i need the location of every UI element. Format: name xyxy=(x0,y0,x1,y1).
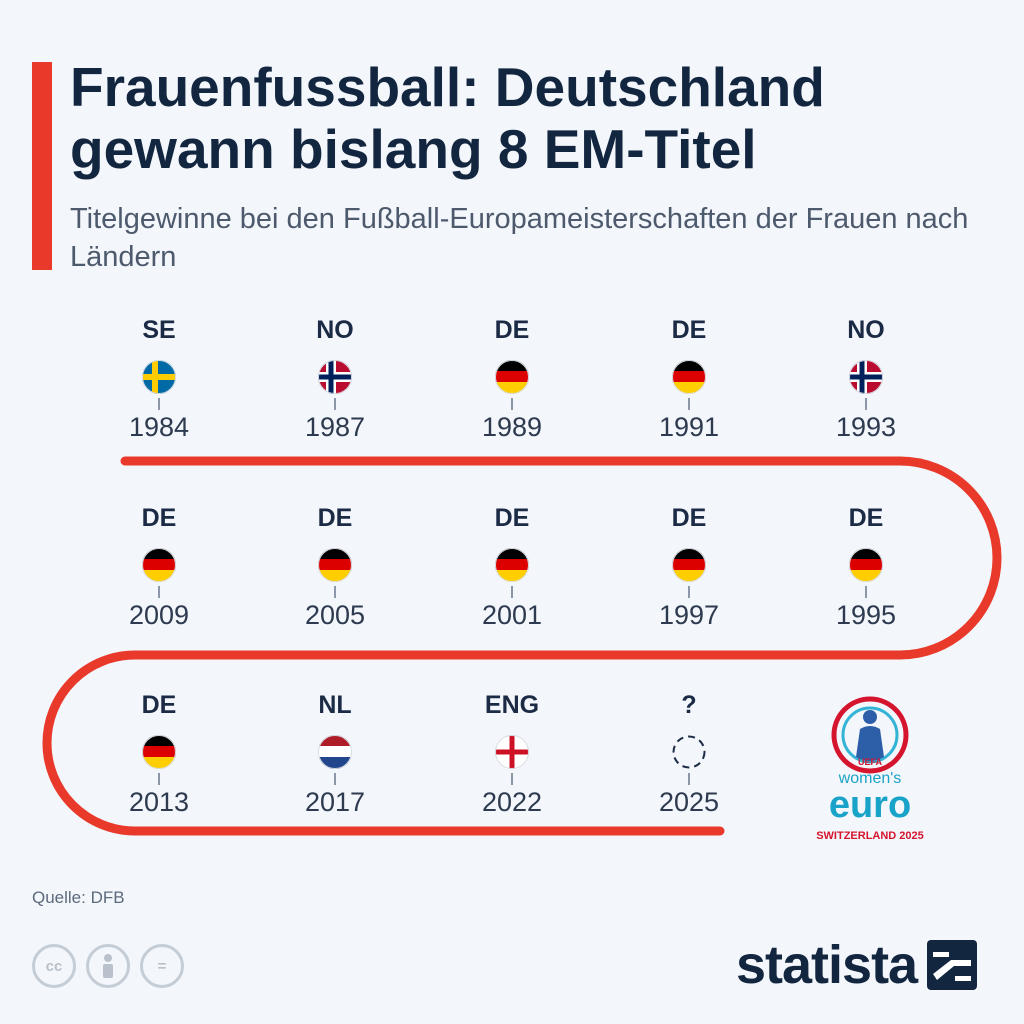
country-code: NO xyxy=(847,316,885,344)
tick-mark xyxy=(511,586,513,598)
tournament-year: 1984 xyxy=(128,412,190,442)
womens-euro-2025-logo: UEFA women's euro SWITZERLAND 2025 xyxy=(816,696,924,842)
germany-flag-icon xyxy=(672,548,706,582)
timeline-item: DE 2013 xyxy=(89,691,229,817)
timeline-item: SE 1984 xyxy=(89,316,229,442)
country-code: DE xyxy=(141,691,177,719)
tick-mark xyxy=(688,586,690,598)
germany-flag-icon xyxy=(849,548,883,582)
germany-flag-icon xyxy=(495,360,529,394)
timeline-item: DE 2009 xyxy=(89,504,229,630)
license-icons: cc = xyxy=(32,944,184,988)
germany-flag-icon xyxy=(318,548,352,582)
timeline-item: DE 1991 xyxy=(619,316,759,442)
unknown-flag-icon xyxy=(672,735,706,769)
tournament-year: 1989 xyxy=(481,412,543,442)
country-code: NO xyxy=(316,316,354,344)
timeline-item: NL 2017 xyxy=(265,691,405,817)
timeline-item: ? 2025 xyxy=(619,691,759,817)
page-subtitle: Titelgewinne bei den Fußball-Europameist… xyxy=(70,203,969,273)
tournament-year: 2022 xyxy=(481,787,543,817)
tournament-year: 2013 xyxy=(128,787,190,817)
source-note: Quelle: DFB xyxy=(32,888,125,907)
tournament-year: 1997 xyxy=(658,600,720,630)
statista-logo-icon xyxy=(927,940,978,990)
tournament-year: 1995 xyxy=(835,600,897,630)
tick-mark xyxy=(334,773,336,785)
tick-mark xyxy=(511,773,513,785)
country-code: DE xyxy=(671,504,707,532)
tournament-year: 2009 xyxy=(128,600,190,630)
brand-wordmark: statista xyxy=(736,935,918,995)
tournament-year: 2017 xyxy=(304,787,366,817)
country-code: DE xyxy=(848,504,884,532)
timeline-item: NO 1993 xyxy=(796,316,936,442)
country-code: ? xyxy=(681,691,697,719)
country-code: SE xyxy=(142,316,176,344)
cc-icon[interactable]: cc xyxy=(32,944,76,988)
germany-flag-icon xyxy=(142,548,176,582)
timeline-item: DE 2005 xyxy=(265,504,405,630)
svg-text:SWITZERLAND 2025: SWITZERLAND 2025 xyxy=(816,830,924,842)
svg-text:women's: women's xyxy=(838,770,902,787)
timeline-item: DE 1989 xyxy=(442,316,582,442)
svg-text:UEFA: UEFA xyxy=(858,757,883,767)
country-code: DE xyxy=(317,504,353,532)
timeline-item: ENG 2022 xyxy=(442,691,582,817)
tournament-year: 1987 xyxy=(304,412,366,442)
tick-mark xyxy=(688,773,690,785)
germany-flag-icon xyxy=(142,735,176,769)
tick-mark xyxy=(865,586,867,598)
tick-mark xyxy=(865,398,867,410)
tournament-year: 2005 xyxy=(304,600,366,630)
svg-text:euro: euro xyxy=(829,784,911,826)
timeline-item: DE 1995 xyxy=(796,504,936,630)
norway-flag-icon xyxy=(318,360,352,394)
netherlands-flag-icon xyxy=(318,735,352,769)
tick-mark xyxy=(158,773,160,785)
accent-bar xyxy=(32,62,52,270)
tick-mark xyxy=(334,398,336,410)
germany-flag-icon xyxy=(672,360,706,394)
tournament-year: 1991 xyxy=(658,412,720,442)
tournament-year: 1993 xyxy=(835,412,897,442)
tick-mark xyxy=(511,398,513,410)
country-code: DE xyxy=(141,504,177,532)
timeline-item: DE 1997 xyxy=(619,504,759,630)
timeline-item: DE 2001 xyxy=(442,504,582,630)
country-code: ENG xyxy=(484,691,540,719)
tournament-year: 2025 xyxy=(658,787,720,817)
country-code: DE xyxy=(494,316,530,344)
tick-mark xyxy=(688,398,690,410)
tick-mark xyxy=(334,586,336,598)
tick-mark xyxy=(158,586,160,598)
england-flag-icon xyxy=(495,735,529,769)
sweden-flag-icon xyxy=(142,360,176,394)
tournament-year: 2001 xyxy=(481,600,543,630)
country-code: DE xyxy=(494,504,530,532)
attribution-icon[interactable] xyxy=(86,944,130,988)
statista-brand[interactable]: statista xyxy=(736,935,978,995)
timeline-item: NO 1987 xyxy=(265,316,405,442)
page-title: Frauenfussball: Deutschland gewann bisla… xyxy=(70,56,825,180)
germany-flag-icon xyxy=(495,548,529,582)
country-code: DE xyxy=(671,316,707,344)
country-code: NL xyxy=(318,691,352,719)
no-derivatives-icon[interactable]: = xyxy=(140,944,184,988)
norway-flag-icon xyxy=(849,360,883,394)
tick-mark xyxy=(158,398,160,410)
